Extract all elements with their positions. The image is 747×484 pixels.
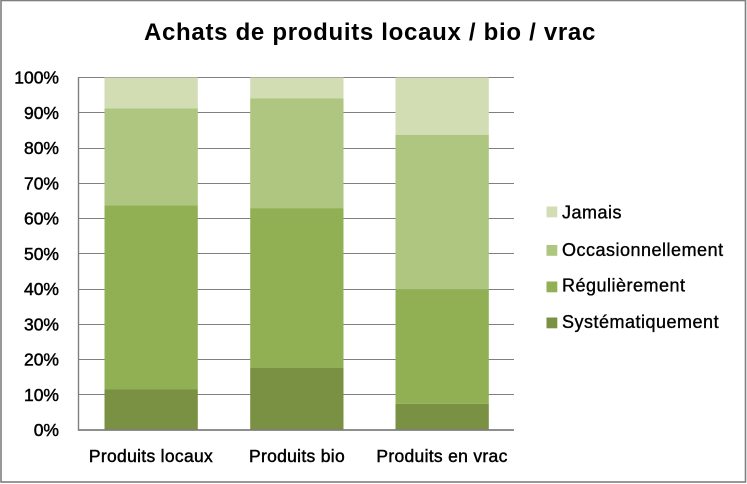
svg-text:Occasionnellement: Occasionnellement <box>562 240 724 260</box>
svg-text:0%: 0% <box>34 420 59 440</box>
svg-text:Systématiquement: Systématiquement <box>562 312 719 332</box>
svg-text:90%: 90% <box>24 103 59 123</box>
svg-text:40%: 40% <box>24 279 59 299</box>
svg-text:50%: 50% <box>24 244 59 264</box>
svg-text:60%: 60% <box>24 209 59 229</box>
svg-text:20%: 20% <box>24 350 59 370</box>
svg-text:80%: 80% <box>24 138 59 158</box>
svg-text:30%: 30% <box>24 314 59 334</box>
svg-text:10%: 10% <box>24 385 59 405</box>
svg-text:100%: 100% <box>14 68 59 88</box>
svg-text:70%: 70% <box>24 173 59 193</box>
svg-text:Régulièrement: Régulièrement <box>562 276 686 296</box>
svg-text:Produits bio: Produits bio <box>249 446 345 466</box>
svg-text:Produits locaux: Produits locaux <box>89 446 213 466</box>
svg-text:Achats de produits locaux / bi: Achats de produits locaux / bio / vrac <box>144 19 596 46</box>
svg-text:Jamais: Jamais <box>562 203 622 223</box>
svg-text:Produits en vrac: Produits en vrac <box>376 446 507 466</box>
